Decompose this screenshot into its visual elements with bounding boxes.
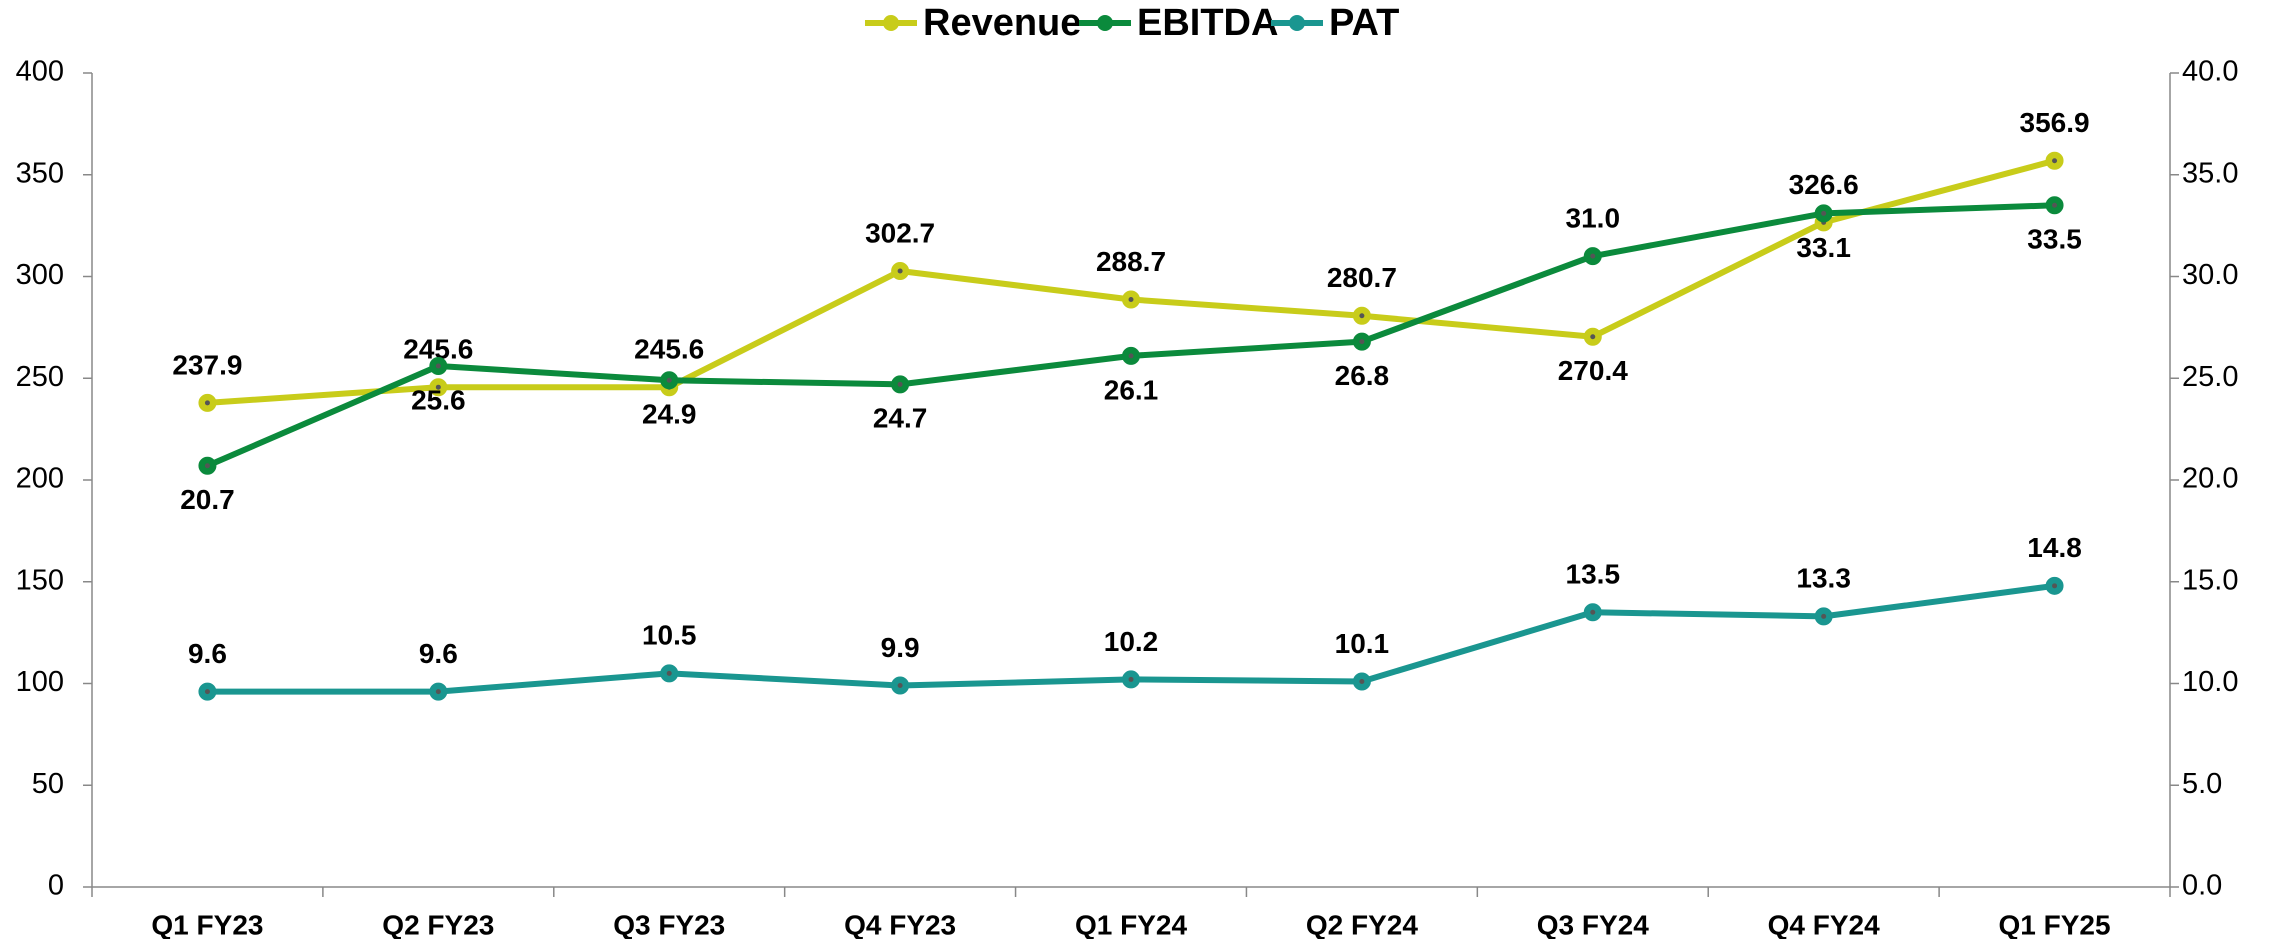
marker-dot: [204, 400, 210, 406]
y2-tick-label: 25.0: [2182, 361, 2238, 393]
y-tick-label: 350: [16, 157, 64, 189]
data-label: 9.6: [188, 638, 227, 669]
marker-dot: [897, 381, 903, 387]
marker-dot: [2052, 158, 2058, 164]
legend-marker: [883, 15, 899, 31]
marker-dot: [666, 670, 672, 676]
data-label: 33.1: [1796, 232, 1851, 263]
data-label: 13.3: [1796, 563, 1851, 594]
data-label: 356.9: [2020, 107, 2090, 138]
marker-dot: [1590, 609, 1596, 615]
marker-dot: [1128, 676, 1134, 682]
data-label: 24.7: [873, 403, 928, 434]
y-tick-label: 0: [48, 870, 64, 902]
marker-dot: [435, 689, 441, 695]
marker-dot: [204, 463, 210, 469]
marker-dot: [204, 689, 210, 695]
y2-tick-label: 30.0: [2182, 259, 2238, 291]
y-tick-label: 300: [16, 259, 64, 291]
marker-dot: [1359, 678, 1365, 684]
marker-dot: [897, 683, 903, 689]
legend-marker: [1289, 15, 1305, 31]
marker-dot: [1821, 210, 1827, 216]
x-tick-label: Q4 FY24: [1768, 909, 1880, 939]
legend-label: Revenue: [923, 2, 1081, 44]
x-tick-label: Q2 FY24: [1306, 909, 1418, 939]
data-label: 14.8: [2027, 532, 2082, 563]
y-tick-label: 50: [32, 768, 64, 800]
marker-dot: [1359, 339, 1365, 345]
data-label: 26.1: [1104, 374, 1159, 405]
data-label: 25.6: [411, 384, 466, 415]
marker-dot: [435, 363, 441, 369]
marker-dot: [2052, 202, 2058, 208]
x-tick-label: Q3 FY24: [1537, 909, 1649, 939]
data-label: 10.2: [1104, 626, 1159, 657]
marker-dot: [2052, 583, 2058, 589]
data-label: 245.6: [634, 334, 704, 365]
legend-label: PAT: [1329, 2, 1399, 44]
data-label: 24.9: [642, 399, 697, 430]
x-tick-label: Q1 FY25: [1999, 909, 2111, 939]
marker-dot: [435, 384, 441, 390]
data-label: 10.1: [1335, 628, 1390, 659]
y-tick-label: 150: [16, 564, 64, 596]
data-label: 26.8: [1335, 360, 1390, 391]
y-tick-label: 200: [16, 463, 64, 495]
marker-dot: [1128, 353, 1134, 359]
marker-dot: [1821, 613, 1827, 619]
y2-tick-label: 35.0: [2182, 157, 2238, 189]
x-tick-label: Q1 FY23: [151, 909, 263, 939]
data-label: 10.5: [642, 620, 697, 651]
data-label: 9.6: [419, 638, 458, 669]
y-tick-label: 400: [16, 56, 64, 88]
marker-dot: [666, 377, 672, 383]
marker-dot: [897, 268, 903, 274]
data-label: 326.6: [1789, 169, 1859, 200]
data-label: 33.5: [2027, 224, 2082, 255]
y-tick-label: 250: [16, 361, 64, 393]
data-label: 237.9: [172, 349, 242, 380]
data-label: 20.7: [180, 484, 235, 515]
data-label: 302.7: [865, 217, 935, 248]
y2-tick-label: 40.0: [2182, 56, 2238, 88]
marker-dot: [1359, 313, 1365, 319]
data-label: 31.0: [1566, 203, 1621, 234]
marker-dot: [1590, 334, 1596, 340]
marker-dot: [1590, 253, 1596, 259]
data-label: 288.7: [1096, 246, 1166, 277]
data-label: 13.5: [1566, 559, 1621, 590]
legend-label: EBITDA: [1137, 2, 1278, 44]
legend-marker: [1097, 15, 1113, 31]
y-tick-label: 100: [16, 666, 64, 698]
y2-tick-label: 15.0: [2182, 564, 2238, 596]
y2-tick-label: 10.0: [2182, 666, 2238, 698]
y2-tick-label: 5.0: [2182, 768, 2222, 800]
data-label: 270.4: [1558, 355, 1628, 386]
x-tick-label: Q1 FY24: [1075, 909, 1187, 939]
y2-tick-label: 0.0: [2182, 870, 2222, 902]
data-label: 280.7: [1327, 262, 1397, 293]
x-tick-label: Q4 FY23: [844, 909, 956, 939]
x-tick-label: Q3 FY23: [613, 909, 725, 939]
data-label: 9.9: [881, 632, 920, 663]
x-tick-label: Q2 FY23: [382, 909, 494, 939]
marker-dot: [1128, 296, 1134, 302]
y2-tick-label: 20.0: [2182, 463, 2238, 495]
